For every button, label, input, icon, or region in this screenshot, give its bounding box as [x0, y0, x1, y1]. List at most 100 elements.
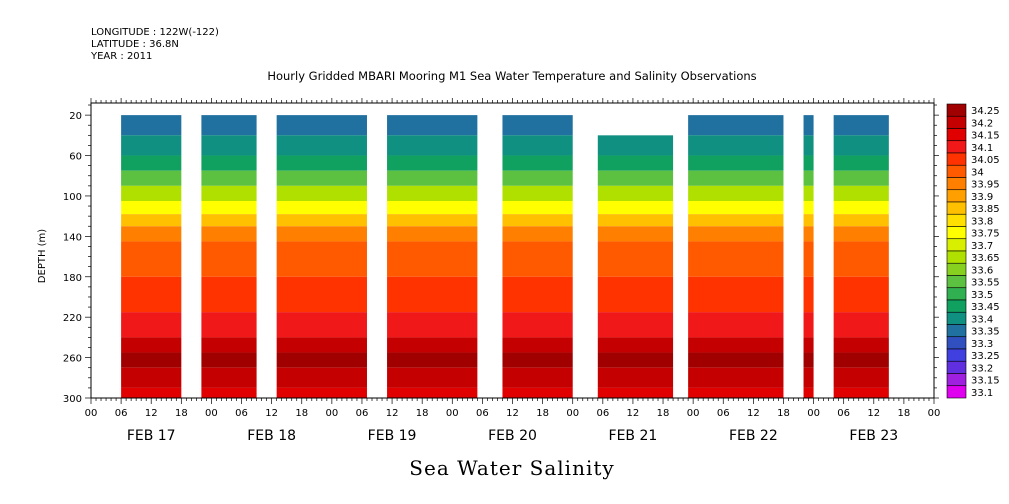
salinity-band [201, 135, 257, 156]
colorbar-swatch [946, 238, 967, 252]
salinity-band [201, 352, 257, 368]
salinity-band [502, 337, 573, 353]
colorbar-label: 33.75 [971, 229, 1000, 240]
salinity-band [688, 155, 784, 171]
y-tick-label: 220 [63, 313, 82, 324]
colorbar-label: 33.15 [971, 376, 1000, 387]
salinity-band [387, 170, 478, 186]
salinity-band [502, 170, 573, 186]
salinity-band [688, 241, 784, 277]
salinity-band [121, 170, 182, 186]
colorbar-swatch [946, 336, 967, 350]
plot-area [121, 115, 889, 398]
x-hour-label: 12 [627, 408, 640, 419]
salinity-band [688, 226, 784, 242]
salinity-band [502, 135, 573, 156]
salinity-band [688, 312, 784, 338]
salinity-band [201, 241, 257, 277]
salinity-band [597, 214, 674, 227]
colorbar-label: 33.25 [971, 351, 1000, 362]
salinity-band [121, 200, 182, 215]
colorbar-swatch [946, 373, 967, 387]
colorbar-label: 33.8 [971, 216, 993, 227]
data-segment [387, 115, 478, 398]
colorbar-swatch [946, 177, 967, 191]
colorbar-swatch [946, 250, 967, 264]
salinity-band [833, 115, 889, 136]
salinity-band [803, 352, 814, 368]
y-tick-label: 20 [69, 111, 82, 122]
salinity-band [803, 276, 814, 313]
colorbar-label: 33.1 [971, 388, 993, 399]
x-hour-label: 06 [235, 408, 248, 419]
colorbar-swatch [946, 311, 967, 325]
salinity-band [387, 155, 478, 171]
colorbar-swatch [946, 360, 967, 374]
data-segment [688, 115, 784, 398]
salinity-band [803, 387, 814, 398]
salinity-band [502, 185, 573, 201]
salinity-band [387, 276, 478, 313]
latitude-label: LATITUDE : 36.8N [91, 39, 179, 50]
x-hour-label: 18 [175, 408, 188, 419]
salinity-band [201, 226, 257, 242]
salinity-band [833, 312, 889, 338]
x-hour-label: 06 [717, 408, 730, 419]
salinity-band [276, 226, 367, 242]
colorbar-swatch [946, 385, 967, 399]
salinity-band [803, 214, 814, 227]
colorbar: 34.2534.234.1534.134.053433.9533.933.853… [946, 103, 1000, 399]
salinity-band [597, 312, 674, 338]
x-day-label: FEB 22 [729, 428, 778, 444]
y-tick-label: 300 [63, 394, 82, 405]
salinity-band [387, 135, 478, 156]
salinity-band [276, 135, 367, 156]
data-segment [597, 135, 674, 398]
x-hour-label: 18 [536, 408, 549, 419]
salinity-band [121, 241, 182, 277]
salinity-band [387, 352, 478, 368]
salinity-band [201, 337, 257, 353]
salinity-band [803, 241, 814, 277]
x-hour-label: 06 [837, 408, 850, 419]
colorbar-label: 33.3 [971, 339, 993, 350]
colorbar-label: 34.05 [971, 155, 1000, 166]
salinity-band [597, 387, 674, 398]
x-hour-label: 06 [476, 408, 489, 419]
x-day-label: FEB 19 [368, 428, 417, 444]
salinity-band [387, 337, 478, 353]
salinity-band [276, 214, 367, 227]
salinity-band [833, 387, 889, 398]
salinity-band [387, 214, 478, 227]
salinity-band [803, 226, 814, 242]
x-day-label: FEB 21 [609, 428, 658, 444]
salinity-band [502, 200, 573, 215]
salinity-band [597, 352, 674, 368]
colorbar-swatch [946, 348, 967, 362]
x-hour-label: 12 [506, 408, 519, 419]
x-hour-label: 18 [416, 408, 429, 419]
salinity-band [803, 200, 814, 215]
salinity-band [502, 155, 573, 171]
salinity-band [201, 367, 257, 388]
data-segment [502, 115, 573, 398]
salinity-band [502, 214, 573, 227]
salinity-band [387, 115, 478, 136]
salinity-band [121, 367, 182, 388]
bottom-title: Sea Water Salinity [409, 456, 614, 480]
colorbar-label: 33.9 [971, 192, 993, 203]
salinity-band [276, 352, 367, 368]
x-hour-label: 00 [687, 408, 700, 419]
data-segment [121, 115, 182, 398]
x-hour-label: 00 [807, 408, 820, 419]
salinity-band [803, 155, 814, 171]
salinity-band [688, 170, 784, 186]
salinity-band [597, 367, 674, 388]
salinity-band [121, 276, 182, 313]
colorbar-swatch [946, 201, 967, 215]
salinity-band [121, 352, 182, 368]
salinity-band [387, 200, 478, 215]
salinity-band [597, 135, 674, 156]
salinity-band [121, 185, 182, 201]
